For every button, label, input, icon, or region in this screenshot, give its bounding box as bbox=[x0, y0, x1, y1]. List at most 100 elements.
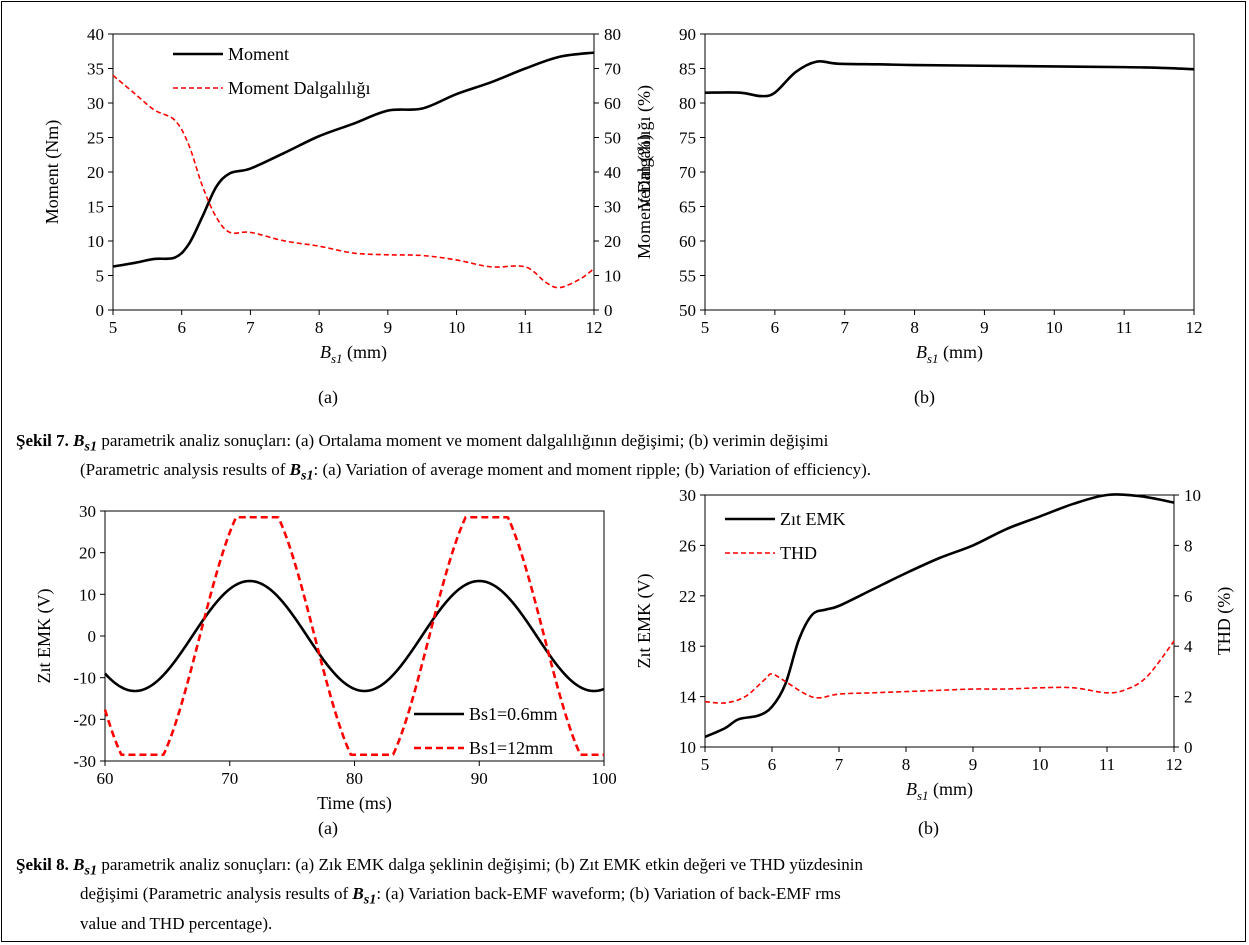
x-tick-label: 5 bbox=[701, 755, 710, 774]
caption-fig7-line2-pre: (Parametric analysis results of bbox=[80, 460, 290, 480]
y-tick-label: 75 bbox=[679, 129, 696, 148]
x-tick-label: 9 bbox=[384, 318, 393, 337]
y2-tick-label: 80 bbox=[604, 25, 621, 44]
x-axis-label-var: B bbox=[916, 342, 927, 362]
x-tick-label: 12 bbox=[1186, 318, 1203, 337]
x-tick-label: 11 bbox=[1116, 318, 1132, 337]
y2-tick-label: 70 bbox=[604, 60, 621, 79]
caption-fig8-line1: parametrik analiz sonuçları: (a) Zık EMK… bbox=[97, 855, 863, 874]
y-tick-label: 0 bbox=[96, 301, 105, 320]
y-tick-label: -20 bbox=[73, 710, 96, 729]
series-line-0 bbox=[704, 59, 1195, 98]
y-tick-label: 60 bbox=[679, 232, 696, 251]
series-line-0 bbox=[704, 493, 1175, 739]
legend-label-0: Bs1=0.6mm bbox=[469, 704, 558, 724]
y2-axis-label: Moment Dalgalılığı (%) bbox=[634, 85, 655, 259]
y2-tick-label: 20 bbox=[604, 232, 621, 251]
x-tick-label: 12 bbox=[586, 318, 603, 337]
y2-tick-label: 60 bbox=[604, 94, 621, 113]
y-tick-label: -10 bbox=[73, 669, 96, 688]
y-tick-label: 22 bbox=[679, 587, 696, 606]
x-axis-label: Bs1 (mm) bbox=[320, 342, 387, 366]
x-tick-label: 9 bbox=[980, 318, 989, 337]
y2-tick-label: 30 bbox=[604, 198, 621, 217]
y2-tick-label: 2 bbox=[1184, 688, 1193, 707]
y2-tick-label: 4 bbox=[1184, 637, 1193, 656]
x-tick-label: 100 bbox=[591, 769, 617, 788]
caption-fig7-symbol-sub-2: s1 bbox=[300, 467, 314, 484]
x-tick-label: 60 bbox=[97, 769, 114, 788]
x-tick-label: 90 bbox=[471, 769, 488, 788]
series-line-1 bbox=[103, 515, 604, 757]
y2-tick-label: 8 bbox=[1184, 536, 1193, 555]
y-axis-label: Zıt EMK (V) bbox=[34, 589, 55, 684]
fig8b-group: 5 6 7 8 9 10 11 12 10 14 18 22 26 30 0 2 4 6 8 10 Bs1 (mm) Zı… bbox=[634, 486, 1235, 803]
fig7b-group: 5 6 7 8 9 10 11 12 50 55 60 65 70 75 80 85 90 Bs1 (mm) Ver… bbox=[634, 25, 1203, 366]
caption-fig7-symbol-2: B bbox=[289, 460, 301, 480]
x-axis-label-var: B bbox=[320, 342, 331, 362]
subfig-label-7b: (b) bbox=[914, 387, 935, 407]
caption-fig8: Şekil 8. Bs1 parametrik analiz sonuçları… bbox=[16, 853, 1236, 935]
y-tick-label: 14 bbox=[679, 688, 697, 707]
x-tick-label: 10 bbox=[1046, 318, 1063, 337]
y-tick-label: 90 bbox=[679, 25, 696, 44]
legend-label-1: Moment Dalgalılığı bbox=[228, 78, 370, 98]
x-tick-label: 6 bbox=[177, 318, 186, 337]
x-axis-label-unit: (mm) bbox=[929, 779, 974, 800]
caption-fig7-symbol-sub: s1 bbox=[84, 438, 98, 455]
legend-label-0: Moment bbox=[228, 44, 289, 64]
y-tick-label: 20 bbox=[79, 544, 96, 563]
subfig-label-8b: (b) bbox=[918, 818, 939, 838]
x-tick-label: 7 bbox=[835, 755, 844, 774]
x-tick-label: 5 bbox=[109, 318, 118, 337]
x-tick-label: 6 bbox=[768, 755, 777, 774]
y2-tick-label: 40 bbox=[604, 163, 621, 182]
y2-tick-label: 6 bbox=[1184, 587, 1193, 606]
x-axis-label: Time (ms) bbox=[317, 793, 392, 814]
x-tick-label: 6 bbox=[771, 318, 780, 337]
x-tick-label: 10 bbox=[1032, 755, 1049, 774]
caption-fig8-symbol-2: B bbox=[352, 884, 364, 904]
x-tick-label: 9 bbox=[969, 755, 978, 774]
y-tick-label: 5 bbox=[96, 267, 105, 286]
series-line-0 bbox=[104, 579, 605, 693]
y-tick-label: 10 bbox=[79, 585, 96, 604]
caption-fig7: Şekil 7. Bs1 parametrik analiz sonuçları… bbox=[16, 429, 1236, 488]
x-axis-label: Bs1 (mm) bbox=[906, 779, 973, 803]
caption-fig8-line3: value and THD percentage). bbox=[80, 913, 273, 933]
y2-axis-label: THD (%) bbox=[1214, 587, 1235, 655]
x-axis-label-unit: (mm) bbox=[939, 342, 984, 363]
x-tick-label: 70 bbox=[221, 769, 238, 788]
y-tick-label: 30 bbox=[87, 94, 104, 113]
legend-label-1: Bs1=12mm bbox=[469, 738, 553, 758]
y2-tick-label: 10 bbox=[604, 267, 621, 286]
plot-frame bbox=[704, 494, 1175, 748]
y-tick-label: 35 bbox=[87, 60, 104, 79]
x-tick-label: 8 bbox=[902, 755, 911, 774]
legend-label-1: THD bbox=[780, 543, 817, 563]
y-tick-label: 30 bbox=[79, 502, 96, 521]
y-axis-label: Verim (%) bbox=[634, 134, 655, 209]
y2-tick-label: 10 bbox=[1184, 486, 1201, 505]
y-tick-label: 65 bbox=[679, 198, 696, 217]
y-tick-label: 40 bbox=[87, 25, 104, 44]
series-line-1 bbox=[704, 640, 1175, 704]
y-tick-label: 0 bbox=[88, 627, 97, 646]
x-axis-label: Bs1 (mm) bbox=[916, 342, 983, 366]
y2-tick-label: 0 bbox=[604, 301, 613, 320]
y-tick-label: 10 bbox=[87, 232, 104, 251]
y-tick-label: 30 bbox=[679, 486, 696, 505]
fig7a-group: 5 6 7 8 9 10 11 1205101520253035400102030405060… bbox=[42, 25, 655, 366]
x-tick-label: 11 bbox=[517, 318, 533, 337]
x-tick-label: 10 bbox=[448, 318, 465, 337]
x-tick-label: 8 bbox=[315, 318, 324, 337]
series-line-1 bbox=[112, 74, 595, 289]
x-tick-label: 12 bbox=[1166, 755, 1183, 774]
caption-fig8-prefix: Şekil 8. bbox=[16, 855, 69, 874]
x-axis-label-sub: s1 bbox=[917, 788, 929, 803]
y-tick-label: -30 bbox=[73, 752, 96, 771]
caption-fig7-symbol: B bbox=[73, 431, 85, 450]
y-tick-label: 18 bbox=[679, 637, 696, 656]
